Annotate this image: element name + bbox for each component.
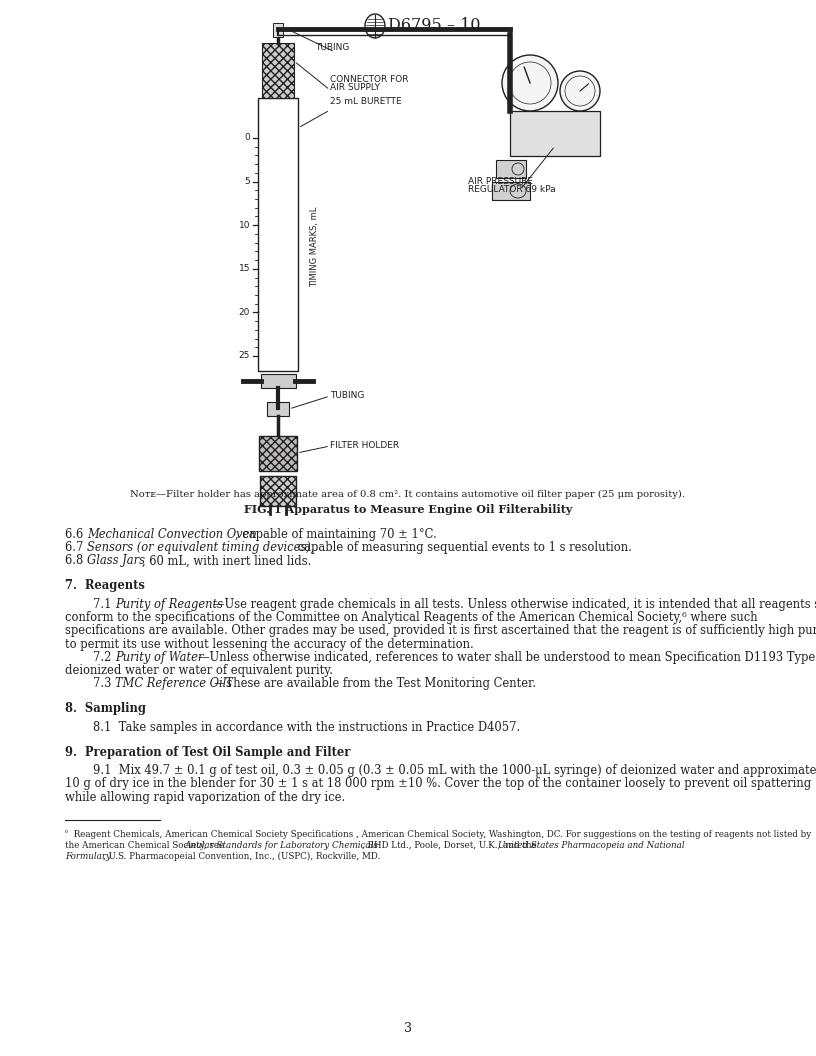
Bar <box>267 402 289 416</box>
Bar <box>261 374 296 388</box>
Text: , capable of maintaining 70 ± 1°C.: , capable of maintaining 70 ± 1°C. <box>235 528 437 541</box>
Text: TUBING: TUBING <box>330 392 365 400</box>
Text: to permit its use without lessening the accuracy of the determination.: to permit its use without lessening the … <box>65 638 474 650</box>
Bar <box>260 476 296 506</box>
Text: 8.1  Take samples in accordance with the instructions in Practice D4057.: 8.1 Take samples in accordance with the … <box>93 720 521 734</box>
Bar <box>496 161 526 178</box>
Text: , BHD Ltd., Poole, Dorset, U.K., and the: , BHD Ltd., Poole, Dorset, U.K., and the <box>362 841 539 850</box>
Text: REGULATOR 69 kPa: REGULATOR 69 kPa <box>468 185 556 194</box>
Text: capable of measuring sequential events to 1 s resolution.: capable of measuring sequential events t… <box>294 541 632 554</box>
Text: AIR SUPPLY: AIR SUPPLY <box>330 83 380 92</box>
Text: —These are available from the Test Monitoring Center.: —These are available from the Test Monit… <box>214 677 536 691</box>
Text: 0: 0 <box>244 133 250 143</box>
Text: 25 mL BURETTE: 25 mL BURETTE <box>330 97 401 106</box>
Text: 10 g of dry ice in the blender for 30 ± 1 s at 18 000 rpm ±10 %. Cover the top o: 10 g of dry ice in the blender for 30 ± … <box>65 777 811 791</box>
Text: ⁶: ⁶ <box>65 830 68 837</box>
Text: D6795 – 10: D6795 – 10 <box>388 18 481 35</box>
Bar <box>258 98 298 371</box>
Text: 6.8: 6.8 <box>65 554 91 567</box>
Text: TIMING MARKS, mL: TIMING MARKS, mL <box>310 207 319 287</box>
Text: AIR PRESSURE: AIR PRESSURE <box>468 177 533 186</box>
Text: specifications are available. Other grades may be used, provided it is first asc: specifications are available. Other grad… <box>65 624 816 638</box>
Text: 20: 20 <box>238 308 250 317</box>
Text: , 60 mL, with inert lined lids.: , 60 mL, with inert lined lids. <box>142 554 312 567</box>
Text: Nᴏᴛᴇ—Filter holder has approximate area of 0.8 cm². It contains automotive oil f: Nᴏᴛᴇ—Filter holder has approximate area … <box>131 490 685 499</box>
Text: conform to the specifications of the Committee on Analytical Reagents of the Ame: conform to the specifications of the Com… <box>65 611 757 624</box>
Bar <box>273 23 283 37</box>
Bar <box>510 111 600 156</box>
Text: 6.7: 6.7 <box>65 541 91 554</box>
Circle shape <box>560 71 600 111</box>
Text: 9.1  Mix 49.7 ± 0.1 g of test oil, 0.3 ± 0.05 g (0.3 ± 0.05 mL with the 1000-μL : 9.1 Mix 49.7 ± 0.1 g of test oil, 0.3 ± … <box>93 765 816 777</box>
Text: deionized water or water of equivalent purity.: deionized water or water of equivalent p… <box>65 664 333 677</box>
Text: 7.2: 7.2 <box>93 650 118 664</box>
Text: Glass Jars: Glass Jars <box>87 554 145 567</box>
Text: Purity of Water: Purity of Water <box>115 650 203 664</box>
Text: 8.  Sampling: 8. Sampling <box>65 702 146 715</box>
Text: —Use reagent grade chemicals in all tests. Unless otherwise indicated, it is int: —Use reagent grade chemicals in all test… <box>213 598 816 611</box>
Text: Purity of Reagents: Purity of Reagents <box>115 598 223 611</box>
Text: 5: 5 <box>244 177 250 186</box>
Text: 10: 10 <box>238 221 250 230</box>
Text: FILTER HOLDER: FILTER HOLDER <box>330 441 399 451</box>
Text: Reagent Chemicals, American Chemical Society Specifications , American Chemical : Reagent Chemicals, American Chemical Soc… <box>71 830 811 838</box>
Text: 3: 3 <box>404 1021 412 1035</box>
Text: CONNECTOR FOR: CONNECTOR FOR <box>330 75 409 84</box>
Text: United States Pharmacopeia and National: United States Pharmacopeia and National <box>498 841 685 850</box>
Text: TMC Reference Oils: TMC Reference Oils <box>115 677 232 691</box>
Text: Formulary: Formulary <box>65 852 111 861</box>
Text: 9.  Preparation of Test Oil Sample and Filter: 9. Preparation of Test Oil Sample and Fi… <box>65 746 350 759</box>
Text: the American Chemical Society, see: the American Chemical Society, see <box>65 841 227 850</box>
Text: Mechanical Convection Oven: Mechanical Convection Oven <box>87 528 257 541</box>
Bar <box>259 436 297 471</box>
Bar <box>492 182 530 200</box>
Text: while allowing rapid vaporization of the dry ice.: while allowing rapid vaporization of the… <box>65 791 345 804</box>
Text: 25: 25 <box>238 352 250 360</box>
Text: 7.3: 7.3 <box>93 677 118 691</box>
Text: Anular Standards for Laboratory Chemicals: Anular Standards for Laboratory Chemical… <box>185 841 379 850</box>
Text: FIG. 1 Apparatus to Measure Engine Oil Filterability: FIG. 1 Apparatus to Measure Engine Oil F… <box>244 504 572 515</box>
Text: TUBING: TUBING <box>315 43 349 52</box>
Circle shape <box>502 55 558 111</box>
Text: 7.1: 7.1 <box>93 598 119 611</box>
Text: Sensors (or equivalent timing devices),: Sensors (or equivalent timing devices), <box>87 541 314 554</box>
Text: 6.6: 6.6 <box>65 528 91 541</box>
Text: , U.S. Pharmacopeial Convention, Inc., (USPC), Rockville, MD.: , U.S. Pharmacopeial Convention, Inc., (… <box>103 852 380 862</box>
Text: —Unless otherwise indicated, references to water shall be understood to mean Spe: —Unless otherwise indicated, references … <box>198 650 816 664</box>
Text: 7.  Reagents: 7. Reagents <box>65 580 145 592</box>
Text: 15: 15 <box>238 264 250 274</box>
Bar <box>262 43 294 98</box>
